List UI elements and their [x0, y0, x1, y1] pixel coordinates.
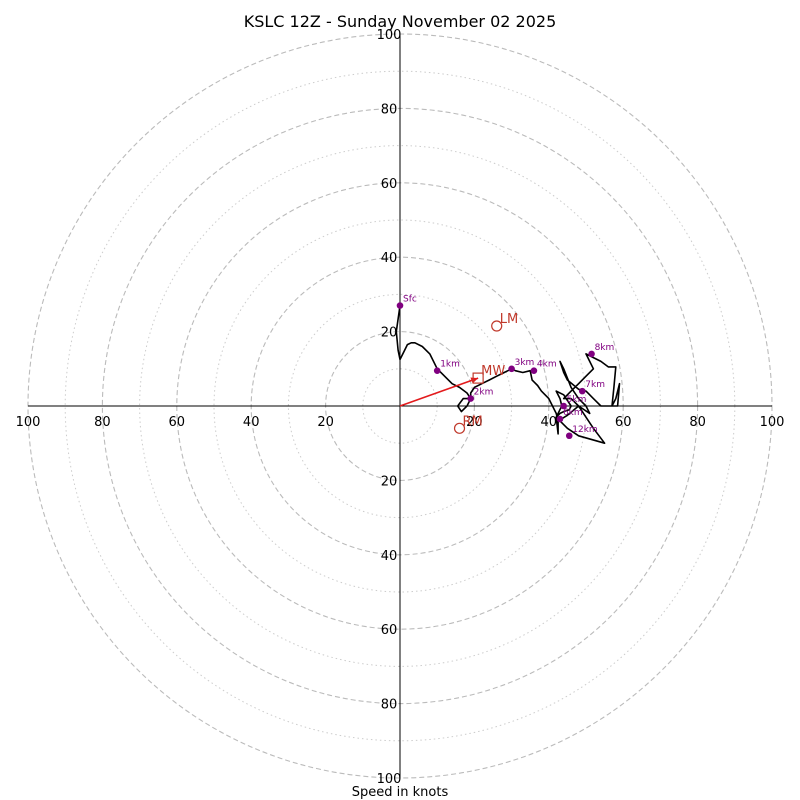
tick-bottom-20: 20 — [381, 474, 398, 489]
height-marker-sfc — [396, 302, 404, 309]
tick-bottom-100: 100 — [377, 772, 402, 787]
tick-left-40: 40 — [243, 415, 260, 430]
height-label-8km: 8km — [595, 343, 615, 353]
height-marker-7km — [578, 387, 586, 395]
height-marker-4km — [530, 367, 538, 374]
tick-left-60: 60 — [169, 415, 186, 430]
tick-right-40: 40 — [541, 415, 558, 430]
height-label-2km: 2km — [474, 388, 494, 398]
height-label-12km: 12km — [572, 425, 597, 435]
tick-right-100: 100 — [760, 415, 785, 430]
shear-vector-arrowhead — [470, 377, 479, 384]
motion-marker-rm — [453, 422, 466, 434]
tick-top-40: 40 — [381, 251, 398, 266]
tick-top-20: 20 — [381, 326, 398, 341]
height-marker-1km — [433, 367, 441, 374]
height-label-6km: 6km — [563, 408, 583, 418]
tick-left-100: 100 — [16, 415, 41, 430]
tick-top-100: 100 — [377, 28, 402, 43]
tick-right-80: 80 — [689, 415, 706, 430]
chart-title: KSLC 12Z - Sunday November 02 2025 — [244, 12, 557, 31]
tick-top-60: 60 — [381, 177, 398, 192]
height-label-3km: 3km — [515, 358, 535, 368]
tick-bottom-40: 40 — [381, 549, 398, 564]
tick-bottom-60: 60 — [381, 623, 398, 638]
height-marker-8km — [588, 350, 595, 358]
motion-label-mw: MW — [481, 364, 505, 379]
height-marker-3km — [508, 365, 515, 373]
height-marker-5km — [560, 402, 567, 410]
tick-left-80: 80 — [94, 415, 111, 430]
height-label-5km: 5km — [567, 395, 587, 405]
shear-vector — [399, 377, 479, 407]
height-label-sfc: Sfc — [403, 295, 417, 305]
tick-left-20: 20 — [317, 415, 334, 430]
motion-label-rm: RM — [463, 414, 483, 429]
tick-right-60: 60 — [615, 415, 632, 430]
height-label-1km: 1km — [440, 360, 460, 370]
motion-label-lm: LM — [500, 312, 518, 327]
tick-labels: 100 80 60 40 20 20 40 60 80 100 100 80 60 40 20 40 60 80 1… — [16, 28, 785, 787]
tick-bottom-80: 80 — [381, 698, 398, 713]
height-label-4km: 4km — [537, 360, 557, 370]
motion-marker-lm — [491, 320, 503, 332]
tick-top-80: 80 — [381, 102, 398, 117]
height-marker-6km — [556, 415, 564, 423]
hodograph-trace — [395, 305, 621, 445]
height-marker-12km — [565, 432, 573, 440]
tick-right-20: 20 — [466, 415, 483, 430]
hodograph-series: LM MW RM Sfc 1km 2km 3km 4km 5km 6km 7km 8km 12km — [395, 295, 621, 445]
height-label-7km: 7km — [585, 380, 605, 390]
motion-marker-mw — [472, 372, 484, 384]
x-axis-label: Speed in knots — [352, 785, 449, 800]
height-marker-2km — [467, 395, 474, 402]
